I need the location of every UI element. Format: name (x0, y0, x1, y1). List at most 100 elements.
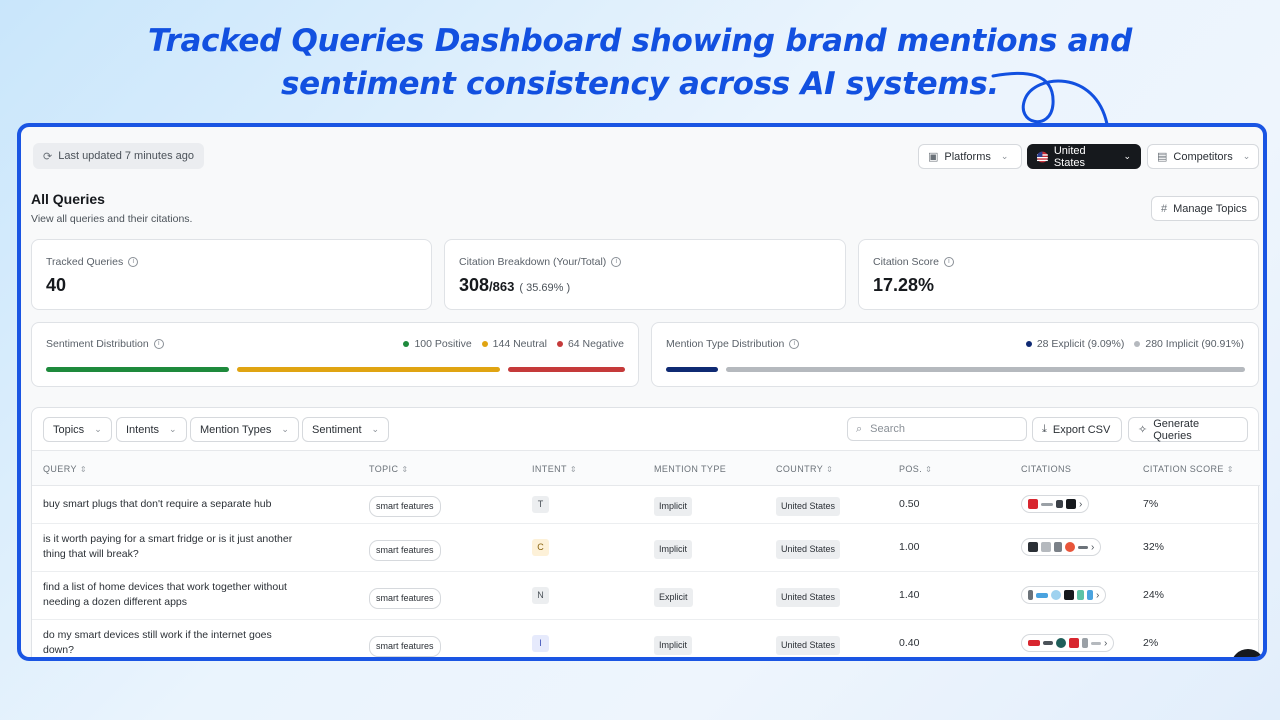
sentiment-distribution-card: Sentiment Distribution i 100 Positive 144… (31, 322, 639, 387)
generate-queries-button[interactable]: ✧ Generate Queries (1128, 417, 1248, 442)
negative-text: 64 Negative (567, 338, 624, 350)
citation-score-value: 17.28% (873, 275, 935, 295)
citation-score-value: 32% (1143, 541, 1165, 553)
source-logo-icon (1069, 638, 1079, 648)
legend-neutral: 144 Neutral (481, 338, 547, 350)
table-row[interactable]: do my smart devices still work if the in… (32, 620, 1260, 657)
sort-icon: ⇕ (925, 465, 933, 474)
query-line: down? (43, 644, 74, 656)
query-line: is it worth paying for a smart fridge or… (43, 533, 293, 545)
mention-type-tag: Implicit (654, 540, 693, 559)
topics-filter[interactable]: Topics ⌄ (43, 417, 112, 442)
source-logo-icon (1041, 542, 1051, 552)
intent-badge: C (532, 539, 549, 556)
legend-implicit: 280 Implicit (90.91%) (1134, 338, 1244, 350)
table-row[interactable]: find a list of home devices that work to… (32, 572, 1260, 620)
sentiment-filter[interactable]: Sentiment ⌄ (302, 417, 390, 442)
explicit-dot-icon (1025, 341, 1032, 348)
citation-score-value: 2% (1143, 637, 1159, 649)
tracked-queries-label: Tracked Queries (46, 256, 124, 268)
platforms-icon: ▣ (928, 151, 939, 163)
country-label: United States (1053, 144, 1086, 169)
competitors-dropdown[interactable]: ▤ Competitors ⌄ (1147, 144, 1259, 169)
competitors-icon: ▤ (1157, 151, 1168, 163)
topic-tag: smart features (369, 636, 441, 657)
col-query-label: QUERY (43, 464, 77, 474)
source-logo-icon (1078, 545, 1088, 549)
platforms-label: Platforms (944, 150, 991, 163)
manage-topics-label: Manage Topics (1173, 202, 1247, 215)
citations-chip[interactable]: › (1021, 495, 1090, 513)
search-icon: ⌕ (856, 422, 863, 435)
citations-chip[interactable]: › (1021, 634, 1115, 652)
neutral-dot-icon (481, 341, 488, 348)
citation-score-value: 24% (1143, 589, 1165, 601)
country-tag: United States (776, 636, 841, 655)
chevron-down-icon: ⌄ (94, 424, 102, 434)
competitors-label: Competitors (1173, 150, 1233, 163)
positive-dot-icon (403, 341, 410, 348)
implicit-dot-icon (1134, 341, 1141, 348)
chevron-right-icon: › (1079, 498, 1083, 510)
sparkle-icon: ✧ (1138, 424, 1148, 436)
mention-bar-implicit (725, 367, 1245, 372)
export-csv-button[interactable]: ⤓ Export CSV (1032, 417, 1122, 442)
query-line: needing a dozen different apps (43, 596, 188, 608)
source-logo-icon (1066, 499, 1076, 509)
col-query[interactable]: QUERY ⇕ (43, 464, 87, 474)
position-value: 0.40 (899, 637, 920, 649)
citation-breakdown-card: Citation Breakdown (Your/Total) i 308/863… (444, 239, 846, 310)
chat-launcher-button[interactable] (1231, 649, 1263, 657)
info-icon[interactable]: i (153, 339, 164, 349)
info-icon[interactable]: i (128, 257, 139, 267)
generate-queries-label: Generate Queries (1153, 417, 1200, 442)
chevron-down-icon: ⌄ (1000, 151, 1009, 161)
info-icon[interactable]: i (611, 257, 622, 267)
table-row[interactable]: buy smart plugs that don't require a sep… (32, 486, 1260, 524)
platforms-dropdown[interactable]: ▣ Platforms ⌄ (918, 144, 1022, 169)
info-icon[interactable]: i (943, 257, 954, 267)
citations-chip[interactable]: › (1021, 538, 1102, 556)
mention-type-tag: Implicit (654, 497, 693, 516)
hash-icon: # (1161, 202, 1168, 215)
last-updated-text: Last updated 7 minutes ago (58, 150, 194, 162)
col-citations: CITATIONS (1021, 464, 1071, 474)
mention-types-filter[interactable]: Mention Types ⌄ (190, 417, 299, 442)
table-header: QUERY ⇕ TOPIC ⇕ INTENT ⇕ MENTION TYPE COUNT… (32, 450, 1260, 486)
col-citation-score[interactable]: CITATION SCORE ⇕ (1143, 464, 1234, 474)
topics-filter-label: Topics (53, 423, 85, 436)
sort-icon: ⇕ (79, 465, 87, 474)
mention-types-filter-label: Mention Types (200, 423, 272, 436)
citation-score-card: Citation Score i 17.28% (858, 239, 1259, 310)
info-icon[interactable]: i (789, 339, 800, 349)
citation-score-label: Citation Score (873, 256, 939, 268)
manage-topics-button[interactable]: # Manage Topics (1151, 196, 1259, 221)
source-logo-icon (1043, 641, 1053, 645)
mention-type-legend: 28 Explicit (9.09%) 280 Implicit (90.91%… (1025, 338, 1244, 350)
chevron-right-icon: › (1096, 589, 1100, 601)
sentiment-bar-negative (508, 367, 625, 372)
intents-filter[interactable]: Intents ⌄ (116, 417, 187, 442)
col-intent[interactable]: INTENT ⇕ (532, 464, 577, 474)
position-value: 1.00 (899, 541, 920, 553)
headline: Tracked Queries Dashboard showing brand … (0, 20, 1280, 106)
country-dropdown[interactable]: United States ⌄ (1027, 144, 1141, 169)
sentiment-bar-neutral (236, 367, 500, 372)
col-country[interactable]: COUNTRY ⇕ (776, 464, 833, 474)
col-topic[interactable]: TOPIC ⇕ (369, 464, 408, 474)
citations-chip[interactable]: › (1021, 586, 1107, 604)
citation-yours-value: 308 (459, 275, 490, 295)
intent-badge: T (532, 496, 549, 513)
col-pos[interactable]: POS. ⇕ (899, 464, 932, 474)
query-text: buy smart plugs that don't require a sep… (43, 497, 271, 512)
col-topic-label: TOPIC (369, 464, 399, 474)
export-csv-label: Export CSV (1052, 423, 1111, 436)
sort-icon: ⇕ (569, 465, 578, 474)
country-tag: United States (776, 540, 841, 559)
table-row[interactable]: is it worth paying for a smart fridge or… (32, 524, 1260, 572)
source-logo-icon (1028, 590, 1033, 600)
source-logo-icon (1077, 590, 1084, 600)
search-input[interactable]: ⌕ Search (847, 417, 1027, 441)
sentiment-bar-positive (46, 367, 229, 372)
source-logo-icon (1028, 499, 1038, 509)
